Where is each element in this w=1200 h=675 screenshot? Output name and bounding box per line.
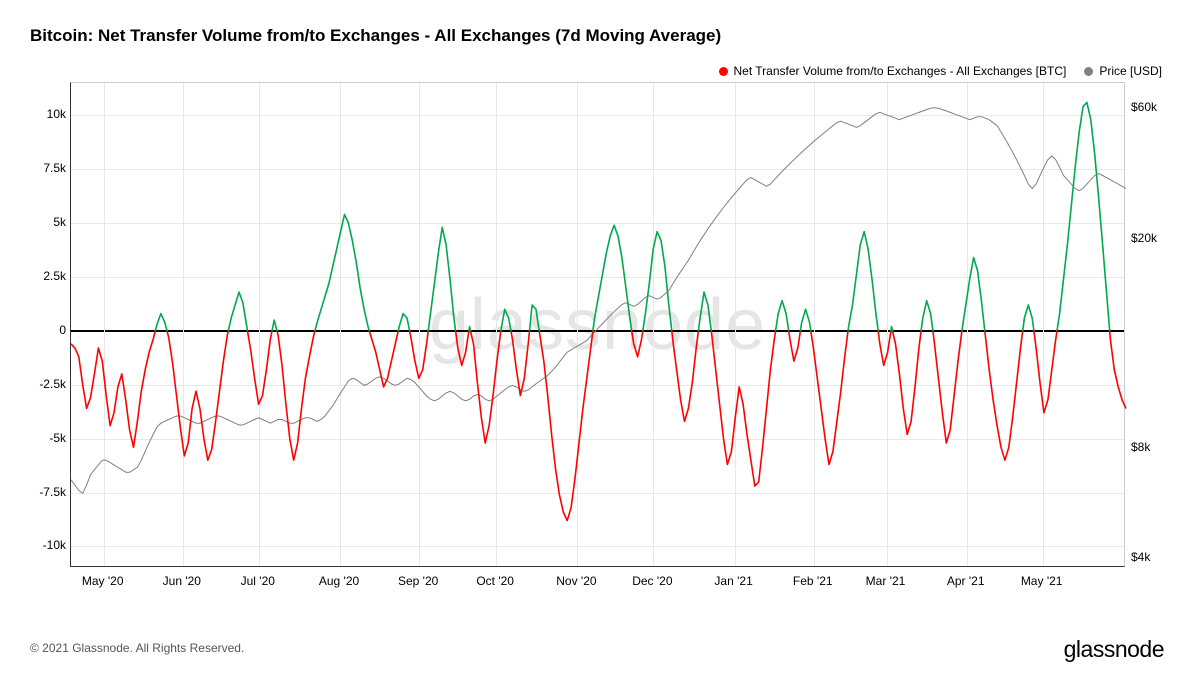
volume-segment-positive	[593, 225, 632, 331]
y-left-tick: -7.5k	[30, 485, 66, 499]
volume-segment-negative	[248, 331, 273, 404]
volume-segment-negative	[71, 331, 155, 447]
volume-segment-positive	[848, 232, 878, 331]
x-tick: Jan '21	[714, 574, 752, 588]
volume-segment-positive	[530, 305, 540, 331]
volume-segment-negative	[1034, 331, 1057, 413]
copyright-text: © 2021 Glassnode. All Rights Reserved.	[30, 641, 244, 655]
x-tick: Nov '20	[556, 574, 596, 588]
x-tick: Oct '20	[476, 574, 514, 588]
volume-segment-negative	[985, 331, 1023, 460]
x-tick: Jul '20	[241, 574, 275, 588]
chart-container: glassnode -10k -7.5k -5k -2.5k 0 2.5k 5k 7.5k 10…	[30, 82, 1165, 602]
y-left-tick: 5k	[30, 215, 66, 229]
x-tick: Aug '20	[319, 574, 359, 588]
y-right-tick: $8k	[1131, 440, 1150, 454]
y-left-tick: -2.5k	[30, 377, 66, 391]
volume-segment-negative	[456, 331, 469, 366]
volume-segment-negative	[711, 331, 775, 486]
volume-segment-negative	[277, 331, 315, 460]
legend-dot-price	[1084, 67, 1093, 76]
volume-segment-positive	[891, 327, 893, 331]
volume-segment-negative	[789, 331, 801, 361]
volume-segment-positive	[1057, 102, 1110, 331]
volume-segment-negative	[672, 331, 699, 422]
y-left-tick: 2.5k	[30, 269, 66, 283]
volume-segment-negative	[539, 331, 593, 521]
y-right-tick: $20k	[1131, 231, 1157, 245]
x-tick: Feb '21	[793, 574, 833, 588]
y-left-tick: -10k	[30, 538, 66, 552]
plot-area: glassnode	[70, 82, 1125, 567]
volume-segment-positive	[698, 292, 711, 331]
x-tick: Apr '21	[947, 574, 985, 588]
volume-segment-positive	[1023, 305, 1034, 331]
chart-title: Bitcoin: Net Transfer Volume from/to Exc…	[30, 26, 721, 46]
x-tick: Sep '20	[398, 574, 438, 588]
volume-segment-negative	[1110, 331, 1126, 409]
volume-segment-positive	[155, 314, 167, 331]
legend-item-volume: Net Transfer Volume from/to Exchanges - …	[719, 64, 1067, 78]
x-tick: May '20	[82, 574, 124, 588]
volume-segment-positive	[643, 232, 672, 331]
brand-logo: glassnode	[1064, 636, 1164, 663]
volume-segment-negative	[933, 331, 962, 443]
y-left-tick: 7.5k	[30, 161, 66, 175]
volume-segment-negative	[878, 331, 891, 366]
legend-label-volume: Net Transfer Volume from/to Exchanges - …	[734, 64, 1067, 78]
x-tick: Dec '20	[632, 574, 672, 588]
volume-segment-negative	[410, 331, 429, 378]
chart-svg	[71, 83, 1124, 566]
x-tick: Jun '20	[163, 574, 201, 588]
x-tick: Mar '21	[866, 574, 906, 588]
volume-segment-negative	[167, 331, 228, 460]
volume-segment-negative	[893, 331, 922, 435]
legend: Net Transfer Volume from/to Exchanges - …	[719, 64, 1163, 78]
volume-segment-positive	[228, 292, 247, 331]
y-left-tick: 10k	[30, 107, 66, 121]
volume-segment-negative	[471, 331, 501, 443]
volume-segment-negative	[632, 331, 643, 357]
y-right-tick: $60k	[1131, 100, 1157, 114]
volume-segment-positive	[501, 309, 511, 331]
volume-segment-positive	[469, 327, 471, 331]
legend-label-price: Price [USD]	[1099, 64, 1162, 78]
y-left-tick: 0	[30, 323, 66, 337]
volume-segment-positive	[800, 309, 810, 331]
legend-dot-volume	[719, 67, 728, 76]
volume-segment-positive	[272, 320, 277, 331]
volume-segment-negative	[811, 331, 848, 465]
volume-segment-positive	[921, 301, 933, 331]
y-right-tick: $4k	[1131, 550, 1150, 564]
y-left-tick: -5k	[30, 431, 66, 445]
volume-segment-positive	[776, 301, 789, 331]
volume-segment-positive	[315, 215, 369, 331]
x-tick: May '21	[1021, 574, 1063, 588]
volume-segment-positive	[398, 314, 409, 331]
volume-segment-positive	[428, 227, 455, 331]
volume-segment-positive	[962, 258, 985, 331]
legend-item-price: Price [USD]	[1084, 64, 1162, 78]
